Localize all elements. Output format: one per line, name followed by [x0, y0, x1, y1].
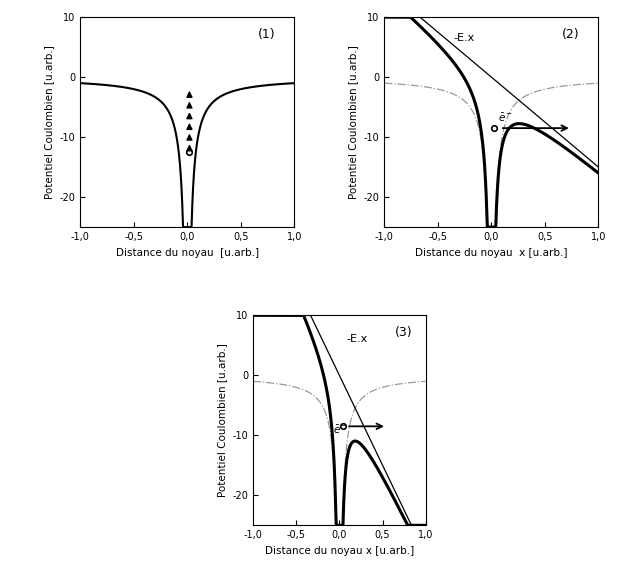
- X-axis label: Distance du noyau x [u.arb.]: Distance du noyau x [u.arb.]: [265, 546, 414, 556]
- Text: (1): (1): [258, 27, 275, 41]
- Text: $\bar{e}^-$: $\bar{e}^-$: [333, 424, 349, 436]
- X-axis label: Distance du noyau  [u.arb.]: Distance du noyau [u.arb.]: [116, 248, 259, 258]
- Y-axis label: Potentiel Coulombien [u.arb.]: Potentiel Coulombien [u.arb.]: [348, 45, 358, 199]
- Text: (3): (3): [394, 326, 412, 339]
- Text: $\bar{e}^-$: $\bar{e}^-$: [498, 112, 513, 124]
- Text: -E.x: -E.x: [346, 335, 368, 344]
- Y-axis label: Potentiel Coulombien [u.arb.]: Potentiel Coulombien [u.arb.]: [217, 343, 226, 497]
- Text: (2): (2): [562, 27, 579, 41]
- Text: -E.x: -E.x: [454, 33, 475, 43]
- X-axis label: Distance du noyau  x [u.arb.]: Distance du noyau x [u.arb.]: [415, 248, 568, 258]
- Y-axis label: Potentiel Coulombien [u.arb.]: Potentiel Coulombien [u.arb.]: [44, 45, 54, 199]
